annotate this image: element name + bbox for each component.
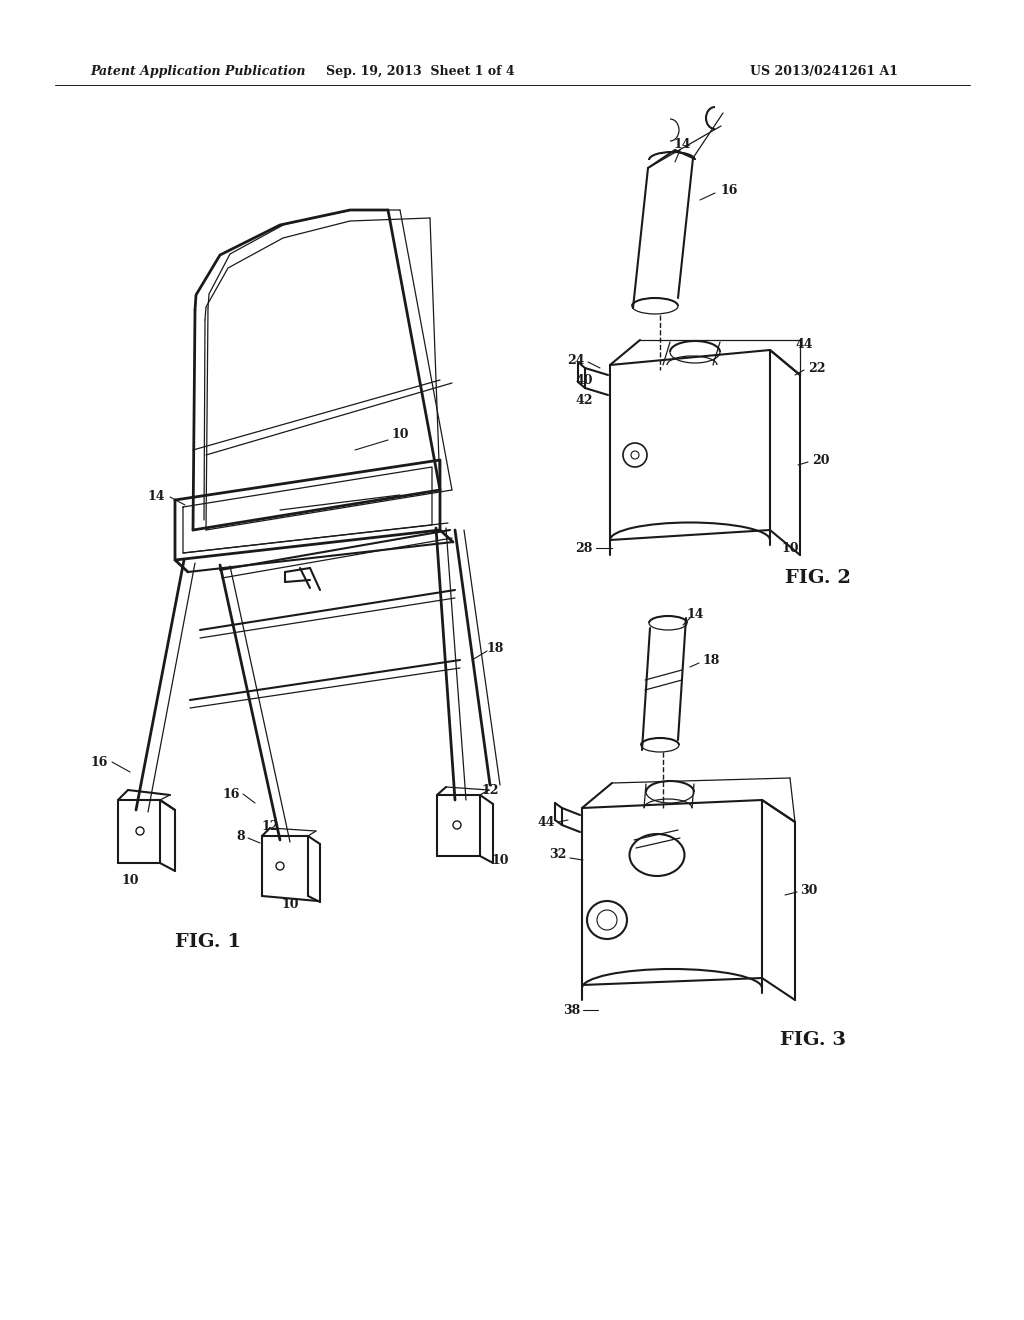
Text: 42: 42 [575, 393, 593, 407]
Text: 32: 32 [550, 849, 567, 862]
Text: 20: 20 [812, 454, 829, 466]
Text: 10: 10 [121, 874, 138, 887]
Text: 18: 18 [703, 653, 720, 667]
Text: 14: 14 [686, 609, 703, 622]
Text: 10: 10 [781, 541, 799, 554]
Text: 14: 14 [147, 491, 165, 503]
Text: 14: 14 [673, 139, 691, 152]
Text: FIG. 2: FIG. 2 [785, 569, 851, 587]
Text: FIG. 3: FIG. 3 [780, 1031, 846, 1049]
Text: 30: 30 [800, 883, 817, 896]
Text: 10: 10 [391, 428, 409, 441]
Text: 38: 38 [563, 1003, 580, 1016]
Text: 18: 18 [486, 642, 504, 655]
Text: 44: 44 [538, 816, 555, 829]
Text: FIG. 1: FIG. 1 [175, 933, 241, 950]
Text: US 2013/0241261 A1: US 2013/0241261 A1 [750, 65, 898, 78]
Text: 24: 24 [567, 354, 585, 367]
Text: 16: 16 [222, 788, 240, 800]
Text: 16: 16 [91, 755, 108, 768]
Text: 16: 16 [720, 183, 737, 197]
Text: Sep. 19, 2013  Sheet 1 of 4: Sep. 19, 2013 Sheet 1 of 4 [326, 65, 514, 78]
Text: 22: 22 [808, 362, 825, 375]
Text: 10: 10 [492, 854, 509, 866]
Text: 44: 44 [795, 338, 812, 351]
Text: 8: 8 [237, 829, 245, 842]
Text: 10: 10 [282, 899, 299, 912]
Text: Patent Application Publication: Patent Application Publication [90, 65, 305, 78]
Text: 40: 40 [575, 374, 593, 387]
Text: 28: 28 [574, 541, 592, 554]
Text: 12: 12 [481, 784, 499, 797]
Text: 12: 12 [261, 820, 279, 833]
